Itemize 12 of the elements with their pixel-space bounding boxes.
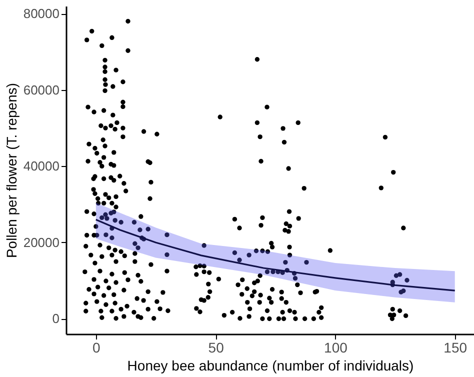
y-tick-label: 20000 — [23, 234, 60, 250]
y-axis-title: Pollen per flower (T. repens) — [3, 82, 20, 258]
x-tick-label: 150 — [444, 340, 468, 356]
y-tick-label: 80000 — [23, 6, 60, 22]
x-tick-label: 50 — [208, 340, 224, 356]
y-tick-label: 0 — [52, 311, 60, 326]
y-tick-label: 60000 — [23, 82, 60, 98]
x-axis-title: Honey bee abundance (number of individuals) — [127, 358, 414, 374]
x-tick-label: 0 — [92, 340, 101, 356]
y-tick-label: 40000 — [23, 158, 60, 174]
x-tick-label: 100 — [324, 340, 348, 356]
line-series — [95, 218, 456, 292]
